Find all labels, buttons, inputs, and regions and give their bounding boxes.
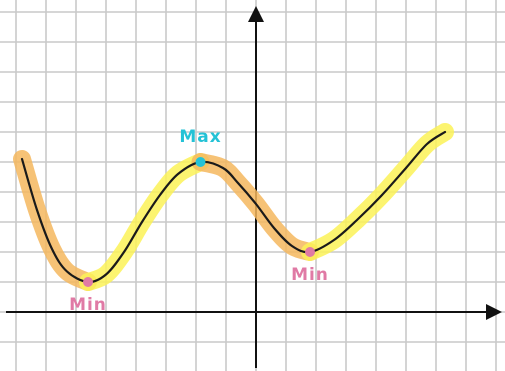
- y-axis-arrow: [248, 6, 264, 22]
- min-point-0: [83, 277, 93, 287]
- curve-highlights: [13, 123, 454, 291]
- min-label-2: Min: [291, 265, 329, 285]
- max-point-1: [195, 157, 206, 167]
- extremum-points: Min Max Min: [69, 127, 329, 315]
- min-label-0: Min: [69, 295, 107, 315]
- x-axis-arrow: [486, 304, 502, 320]
- highlight-decreasing: [13, 150, 97, 291]
- max-label-1: Max: [179, 127, 221, 147]
- min-point-2: [305, 247, 315, 257]
- curve-line: [20, 130, 447, 284]
